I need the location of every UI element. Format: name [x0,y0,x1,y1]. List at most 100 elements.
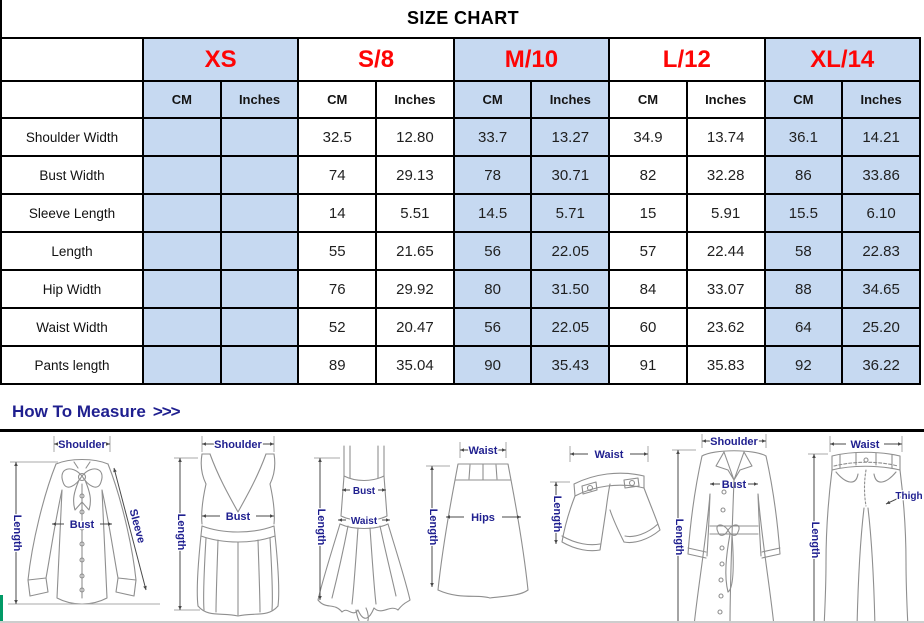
value-cell: 13.74 [685,117,766,157]
value-cell [219,231,300,271]
value-cell: 34.65 [841,269,921,309]
length-label: Length [427,509,439,546]
value-cell: 86 [763,155,844,195]
shorts-diagram: Waist Length [550,446,661,552]
table-row-shoulder-width: Shoulder Width 32.5 12.80 33.7 13.27 34.… [0,117,921,157]
value-cell: 12.80 [375,117,455,157]
value-cell: 33.7 [452,117,533,157]
length-label: Length [175,514,187,551]
size-header-xs: XS [141,37,300,82]
value-cell: 74 [297,155,378,195]
value-cell [142,117,222,157]
shoulder-label: Shoulder [710,436,758,448]
value-cell: 78 [452,155,533,195]
page-title: SIZE CHART [0,0,924,37]
value-cell [142,345,222,385]
value-cell: 5.91 [685,193,766,233]
value-cell: 64 [763,307,844,347]
value-cell: 32.5 [297,117,378,157]
chevrons-icon: >>> [152,402,181,421]
value-cell: 30.71 [530,155,611,195]
value-cell: 35.04 [375,345,455,385]
size-table: XS S/8 M/10 L/12 XL/14 CM Inches CM Inch… [0,37,921,385]
value-cell: 22.05 [530,307,611,347]
value-cell: 55 [297,231,378,271]
value-cell: 90 [452,345,533,385]
tank-top-diagram: Shoulder Length Bust [174,436,280,617]
value-cell: 92 [763,345,844,385]
value-cell: 23.62 [685,307,766,347]
value-cell [219,307,300,347]
waist-label: Waist [351,516,378,527]
value-cell: 14.21 [841,117,921,157]
unit-header-inches: Inches [219,80,300,119]
unit-header-cm: CM [452,80,533,119]
unit-header-cm: CM [142,80,222,119]
table-row-waist-width: Waist Width 52 20.47 56 22.05 60 23.62 6… [0,307,921,347]
trench-coat-diagram: Shoulder Bust Length [672,434,781,623]
bottom-border [0,621,924,623]
value-cell: 58 [763,231,844,271]
value-cell: 22.05 [530,231,611,271]
section-divider [0,429,924,432]
value-cell: 80 [452,269,533,309]
table-row-bust-width: Bust Width 74 29.13 78 30.71 82 32.28 86… [0,155,921,195]
value-cell: 84 [608,269,688,309]
value-cell: 60 [608,307,688,347]
value-cell [142,307,222,347]
corner-cell [0,37,144,82]
value-cell [219,345,300,385]
value-cell: 5.71 [530,193,611,233]
row-label: Sleeve Length [0,193,144,233]
waist-label: Waist [595,449,624,461]
value-cell [142,231,222,271]
bust-label: Bust [70,519,95,531]
unit-header-inches: Inches [530,80,611,119]
value-cell: 52 [297,307,378,347]
value-cell: 29.92 [375,269,455,309]
table-row-length: Length 55 21.65 56 22.05 57 22.44 58 22.… [0,231,921,271]
value-cell: 22.44 [685,231,766,271]
value-cell [219,117,300,157]
table-row-hip-width: Hip Width 76 29.92 80 31.50 84 33.07 88 … [0,269,921,309]
shoulder-label: Shoulder [214,439,262,451]
value-cell: 32.28 [685,155,766,195]
row-label: Pants length [0,345,144,385]
value-cell: 36.22 [841,345,921,385]
value-cell: 15.5 [763,193,844,233]
value-cell [142,193,222,233]
size-header-row: XS S/8 M/10 L/12 XL/14 [0,37,921,82]
value-cell: 14.5 [452,193,533,233]
value-cell: 57 [608,231,688,271]
measure-diagrams: Shoulder Length Bust Sleeve [0,432,924,623]
value-cell: 89 [297,345,378,385]
value-cell: 31.50 [530,269,611,309]
unit-header-row: CM Inches CM Inches CM Inches CM Inches … [0,80,921,119]
value-cell: 82 [608,155,688,195]
row-label: Hip Width [0,269,144,309]
value-cell [142,155,222,195]
hips-label: Hips [471,512,495,524]
row-label: Length [0,231,144,271]
size-header-m10: M/10 [452,37,611,82]
bust-label: Bust [353,486,376,497]
size-header-s8: S/8 [297,37,455,82]
bust-label: Bust [226,511,251,523]
unit-header-inches: Inches [685,80,766,119]
value-cell: 13.27 [530,117,611,157]
row-label: Bust Width [0,155,144,195]
pants-diagram: Waist Length Thigh [808,436,924,623]
value-cell: 36.1 [763,117,844,157]
value-cell: 29.13 [375,155,455,195]
value-cell: 5.51 [375,193,455,233]
value-cell: 88 [763,269,844,309]
thigh-label: Thigh [895,491,922,502]
unit-header-inches: Inches [841,80,921,119]
value-cell: 21.65 [375,231,455,271]
waist-label: Waist [469,445,498,457]
value-cell: 91 [608,345,688,385]
value-cell [219,269,300,309]
skirt-diagram: Waist Hips Length [426,442,529,599]
corner-cell [0,80,144,119]
value-cell: 56 [452,307,533,347]
